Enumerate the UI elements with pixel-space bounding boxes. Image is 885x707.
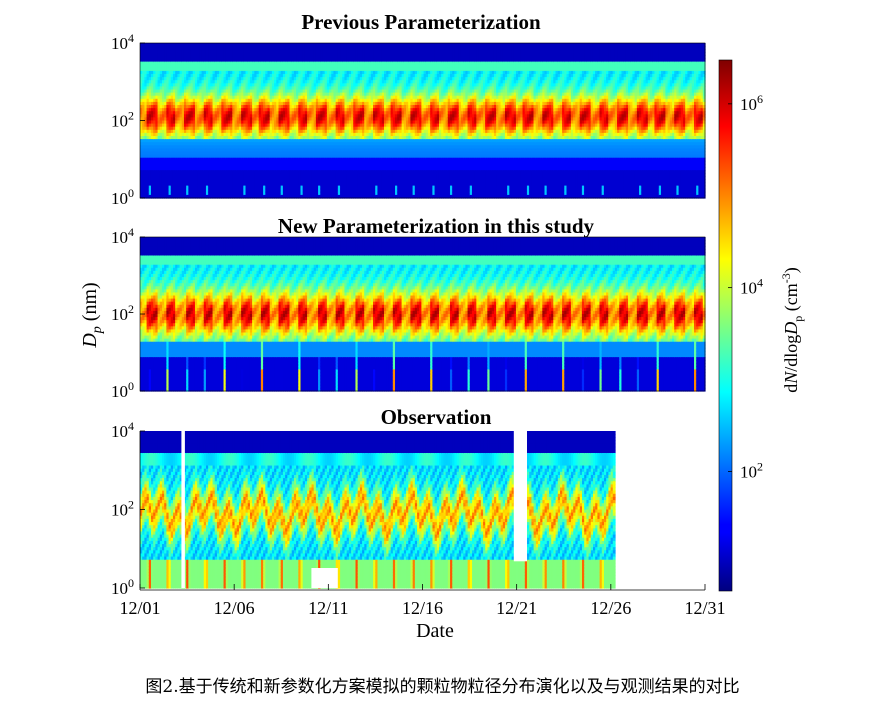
panel-title-previous: Previous Parameterization	[301, 10, 541, 34]
heatmap-previous	[140, 43, 706, 199]
